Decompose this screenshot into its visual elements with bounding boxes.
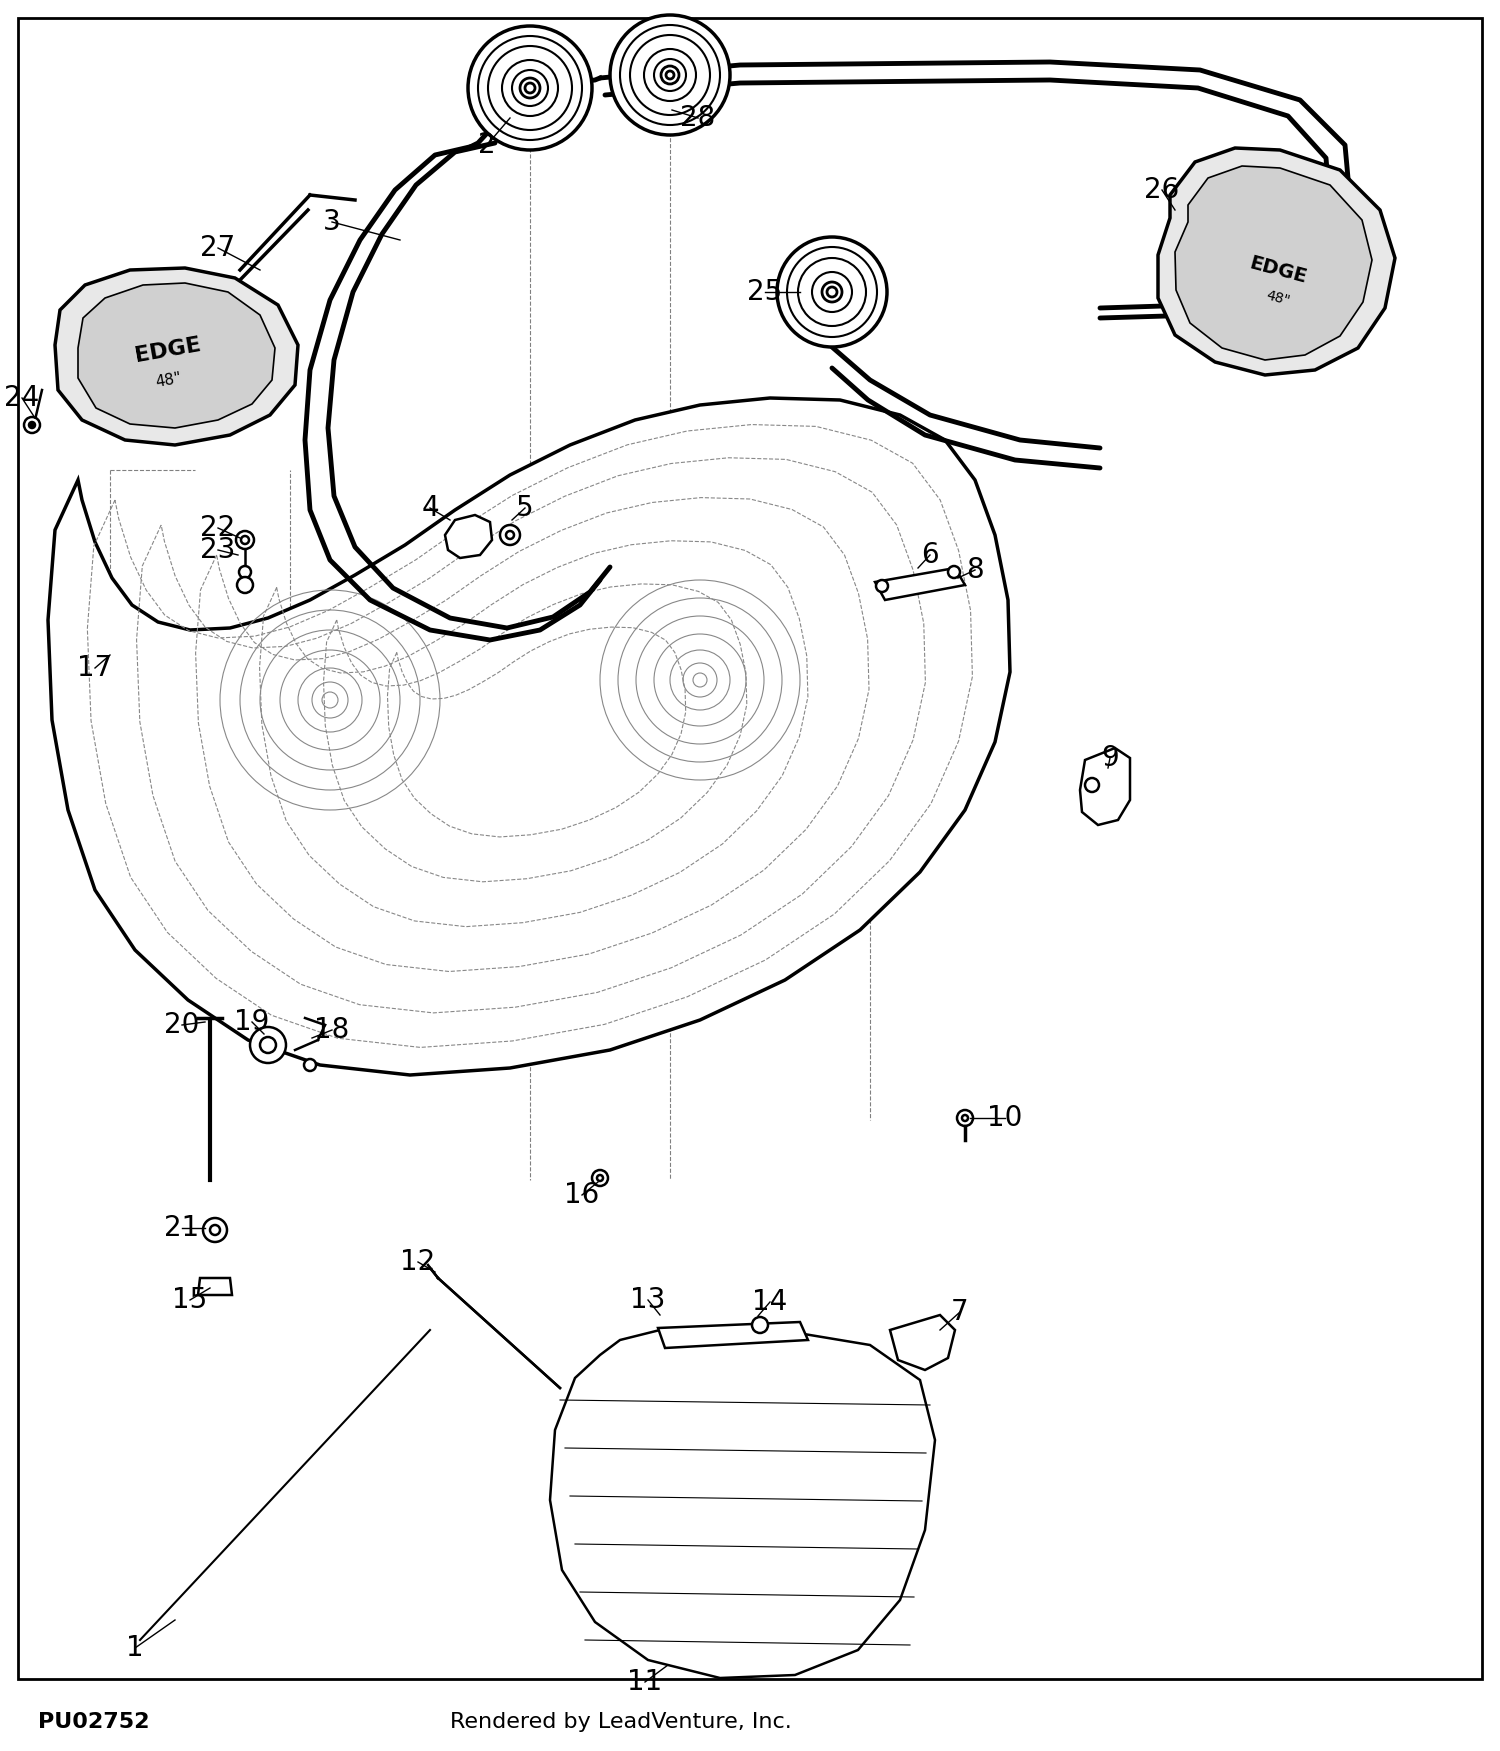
- Text: 3: 3: [322, 208, 340, 236]
- Text: 15: 15: [172, 1285, 207, 1313]
- Polygon shape: [78, 284, 274, 427]
- Circle shape: [304, 1059, 316, 1072]
- Polygon shape: [198, 1278, 232, 1296]
- Circle shape: [260, 1037, 276, 1052]
- Circle shape: [948, 566, 960, 578]
- Circle shape: [503, 60, 558, 116]
- Circle shape: [962, 1115, 968, 1121]
- Text: 19: 19: [234, 1009, 270, 1037]
- Circle shape: [525, 82, 536, 93]
- Text: 23: 23: [201, 536, 236, 564]
- Circle shape: [788, 247, 877, 336]
- Text: 16: 16: [564, 1180, 600, 1208]
- Circle shape: [468, 26, 592, 151]
- Circle shape: [822, 282, 842, 301]
- Text: EDGE: EDGE: [1246, 254, 1310, 287]
- Text: 24: 24: [4, 383, 39, 411]
- Text: 13: 13: [630, 1285, 666, 1313]
- Polygon shape: [1158, 149, 1395, 375]
- Text: 22: 22: [201, 515, 236, 543]
- Polygon shape: [890, 1315, 956, 1369]
- Circle shape: [798, 257, 865, 326]
- Circle shape: [597, 1175, 603, 1180]
- Circle shape: [620, 25, 720, 124]
- Circle shape: [238, 566, 250, 578]
- Text: Rendered by LeadVenture, Inc.: Rendered by LeadVenture, Inc.: [450, 1712, 792, 1732]
- Circle shape: [478, 37, 582, 140]
- Circle shape: [488, 46, 572, 130]
- Polygon shape: [56, 268, 298, 445]
- Circle shape: [242, 536, 249, 545]
- Circle shape: [512, 70, 548, 107]
- Circle shape: [500, 525, 520, 545]
- Text: 2: 2: [478, 131, 496, 159]
- Circle shape: [752, 1317, 768, 1333]
- Circle shape: [520, 79, 540, 98]
- Text: 6: 6: [921, 541, 939, 569]
- Circle shape: [28, 422, 34, 427]
- Text: 21: 21: [165, 1213, 200, 1241]
- Circle shape: [610, 16, 730, 135]
- Circle shape: [957, 1110, 974, 1126]
- Circle shape: [236, 531, 254, 550]
- Text: 18: 18: [315, 1016, 350, 1044]
- Text: 8: 8: [966, 557, 984, 585]
- Text: LeadVenture: LeadVenture: [351, 776, 710, 825]
- Circle shape: [662, 67, 680, 84]
- Polygon shape: [1174, 166, 1372, 361]
- Polygon shape: [446, 515, 492, 559]
- Circle shape: [654, 60, 686, 91]
- Polygon shape: [550, 1331, 934, 1677]
- Circle shape: [237, 578, 254, 594]
- Text: 4: 4: [422, 494, 440, 522]
- Circle shape: [777, 236, 886, 347]
- Circle shape: [251, 1028, 286, 1063]
- Text: 11: 11: [627, 1669, 663, 1697]
- Text: 5: 5: [516, 494, 534, 522]
- Text: 17: 17: [78, 655, 112, 681]
- Circle shape: [210, 1226, 220, 1234]
- Text: 48": 48": [1264, 289, 1292, 308]
- Circle shape: [1084, 777, 1100, 791]
- Circle shape: [876, 580, 888, 592]
- Text: 1: 1: [126, 1634, 144, 1662]
- Text: 14: 14: [753, 1289, 788, 1317]
- Text: 7: 7: [951, 1297, 969, 1326]
- Circle shape: [644, 49, 696, 102]
- Circle shape: [666, 72, 674, 79]
- Polygon shape: [48, 397, 1010, 1075]
- Circle shape: [592, 1170, 608, 1185]
- Text: 12: 12: [400, 1248, 435, 1276]
- Text: 20: 20: [165, 1010, 200, 1038]
- Circle shape: [202, 1219, 226, 1241]
- Text: 10: 10: [987, 1103, 1023, 1131]
- Circle shape: [827, 287, 837, 298]
- Text: EDGE: EDGE: [134, 334, 202, 366]
- Polygon shape: [1080, 748, 1130, 825]
- Circle shape: [812, 271, 852, 312]
- Text: 28: 28: [681, 103, 716, 131]
- Text: 27: 27: [201, 235, 236, 263]
- Text: 9: 9: [1101, 744, 1119, 772]
- Circle shape: [24, 417, 40, 432]
- Polygon shape: [658, 1322, 808, 1348]
- Text: PU02752: PU02752: [38, 1712, 150, 1732]
- Circle shape: [506, 531, 515, 539]
- Text: 25: 25: [747, 278, 783, 306]
- Circle shape: [630, 35, 710, 116]
- Polygon shape: [874, 567, 965, 601]
- Text: 26: 26: [1144, 177, 1179, 205]
- Text: 48": 48": [153, 369, 183, 390]
